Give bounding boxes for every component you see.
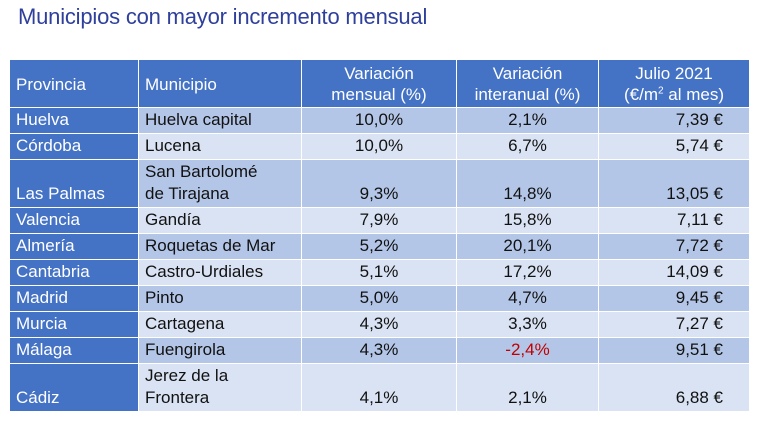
variacion-interanual-cell: 2,1%: [456, 363, 599, 412]
variacion-interanual-cell: 2,1%: [456, 107, 599, 134]
variacion-mensual-cell: 4,1%: [301, 363, 457, 412]
municipio-cell: Cartagena: [138, 311, 302, 338]
julio-2021-cell: 7,27 €: [598, 311, 750, 338]
variacion-mensual-cell: 5,1%: [301, 259, 457, 286]
variacion-mensual-cell: 10,0%: [301, 133, 457, 160]
municipio-cell: San Bartolomé de Tirajana: [138, 159, 302, 208]
variacion-interanual-cell: 6,7%: [456, 133, 599, 160]
municipio-line1: Gandía: [145, 210, 201, 229]
variacion-interanual-cell: 15,8%: [456, 207, 599, 234]
julio-2021-cell: 5,74 €: [598, 133, 750, 160]
table-row: Huelva Huelva capital 10,0% 2,1% 7,39 €: [9, 107, 750, 134]
variacion-interanual-cell: 3,3%: [456, 311, 599, 338]
julio-2021-cell: 7,39 €: [598, 107, 750, 134]
municipio-cell: Pinto: [138, 285, 302, 312]
table-row: Murcia Cartagena 4,3% 3,3% 7,27 €: [9, 311, 750, 338]
provincia-cell: Las Palmas: [9, 159, 139, 208]
variacion-mensual-cell: 4,3%: [301, 311, 457, 338]
julio-2021-cell: 7,11 €: [598, 207, 750, 234]
municipio-line1: Cartagena: [145, 314, 225, 333]
julio-2021-cell: 14,09 €: [598, 259, 750, 286]
variacion-interanual-cell: 17,2%: [456, 259, 599, 286]
variacion-mensual-cell: 10,0%: [301, 107, 457, 134]
header-julio-line2a: (€/m: [623, 85, 658, 104]
municipio-cell: Fuengirola: [138, 337, 302, 364]
variacion-mensual-cell: 5,2%: [301, 233, 457, 260]
municipio-line2: Frontera: [145, 388, 210, 407]
variacion-interanual-cell: -2,4%: [456, 337, 599, 364]
provincia-cell: Valencia: [9, 207, 139, 234]
municipio-cell: Lucena: [138, 133, 302, 160]
municipio-line1: Fuengirola: [145, 340, 226, 359]
header-provincia: Provincia: [9, 59, 139, 108]
julio-2021-cell: 13,05 €: [598, 159, 750, 208]
variacion-interanual-cell: 4,7%: [456, 285, 599, 312]
provincia-cell: Málaga: [9, 337, 139, 364]
header-julio-line1: Julio 2021: [635, 64, 713, 83]
municipio-cell: Castro-Urdiales: [138, 259, 302, 286]
municipio-line1: Roquetas de Mar: [145, 236, 276, 255]
table-row: Almería Roquetas de Mar 5,2% 20,1% 7,72 €: [9, 233, 750, 260]
variacion-mensual-cell: 7,9%: [301, 207, 457, 234]
provincia-cell: Madrid: [9, 285, 139, 312]
municipio-line1: Jerez de la: [145, 366, 229, 385]
header-variacion-interanual: Variación interanual (%): [456, 59, 599, 108]
julio-2021-cell: 7,72 €: [598, 233, 750, 260]
header-variacion-mensual-line1: Variación: [344, 64, 414, 83]
variacion-interanual-cell: 14,8%: [456, 159, 599, 208]
table-row: Cantabria Castro-Urdiales 5,1% 17,2% 14,09 €: [9, 259, 750, 286]
table-row: Las Palmas San Bartolomé de Tirajana 9,3% 14…: [9, 159, 750, 208]
julio-2021-cell: 9,51 €: [598, 337, 750, 364]
header-variacion-mensual: Variación mensual (%): [301, 59, 457, 108]
page-title: Municipios con mayor incremento mensual: [18, 4, 428, 29]
header-municipio: Municipio: [138, 59, 302, 108]
header-julio-2021: Julio 2021 (€/m2 al mes): [598, 59, 750, 108]
variacion-mensual-cell: 9,3%: [301, 159, 457, 208]
table-row: Madrid Pinto 5,0% 4,7% 9,45 €: [9, 285, 750, 312]
provincia-cell: Cádiz: [9, 363, 139, 412]
municipio-line1: Huelva capital: [145, 110, 252, 129]
header-row: Provincia Municipio Variación mensual (%…: [9, 59, 750, 108]
municipio-cell: Huelva capital: [138, 107, 302, 134]
julio-2021-cell: 6,88 €: [598, 363, 750, 412]
municipio-line1: Castro-Urdiales: [145, 262, 264, 281]
header-variacion-interanual-line2: interanual (%): [474, 85, 581, 104]
municipio-line1: San Bartolomé: [145, 162, 258, 181]
table-row: Córdoba Lucena 10,0% 6,7% 5,74 €: [9, 133, 750, 160]
municipio-line2: de Tirajana: [145, 184, 230, 203]
header-julio-superscript: 2: [657, 85, 664, 97]
julio-2021-cell: 9,45 €: [598, 285, 750, 312]
header-variacion-mensual-line2: mensual (%): [331, 85, 427, 104]
header-julio-line2b: al mes): [663, 85, 725, 104]
provincia-cell: Huelva: [9, 107, 139, 134]
provincia-cell: Almería: [9, 233, 139, 260]
municipio-cell: Jerez de la Frontera: [138, 363, 302, 412]
provincia-cell: Murcia: [9, 311, 139, 338]
table-row: Cádiz Jerez de la Frontera 4,1% 2,1% 6,88 €: [9, 363, 750, 412]
municipio-line1: Lucena: [145, 136, 201, 155]
provincia-cell: Córdoba: [9, 133, 139, 160]
municipio-cell: Roquetas de Mar: [138, 233, 302, 260]
table-row: Málaga Fuengirola 4,3% -2,4% 9,51 €: [9, 337, 750, 364]
variacion-interanual-cell: 20,1%: [456, 233, 599, 260]
variacion-mensual-cell: 5,0%: [301, 285, 457, 312]
variacion-mensual-cell: 4,3%: [301, 337, 457, 364]
table-body: Huelva Huelva capital 10,0% 2,1% 7,39 € Córdo…: [9, 107, 750, 412]
provincia-cell: Cantabria: [9, 259, 139, 286]
table-row: Valencia Gandía 7,9% 15,8% 7,11 €: [9, 207, 750, 234]
municipio-cell: Gandía: [138, 207, 302, 234]
header-variacion-interanual-line1: Variación: [492, 64, 563, 83]
municipios-table: Provincia Municipio Variación mensual (%…: [9, 59, 750, 412]
municipio-line1: Pinto: [145, 288, 184, 307]
